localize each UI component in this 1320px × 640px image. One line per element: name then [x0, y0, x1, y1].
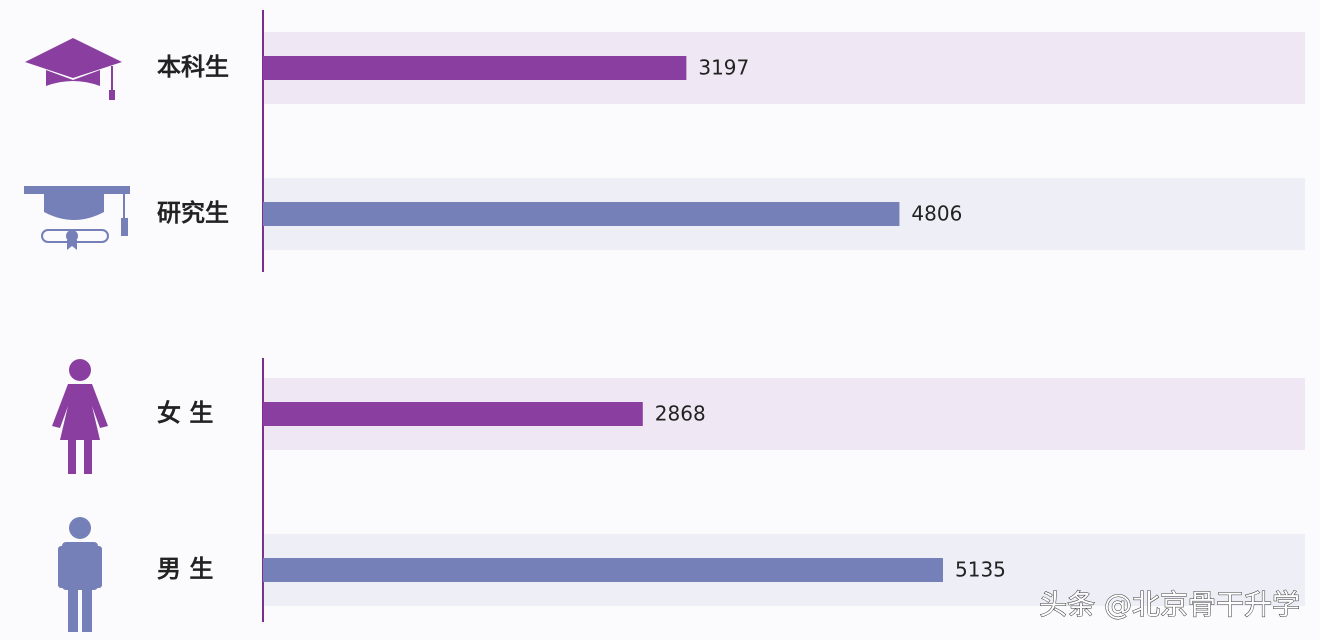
- value-label: 2868: [655, 402, 706, 426]
- value-label: 3197: [698, 56, 749, 80]
- category-label: 男 生: [157, 555, 213, 583]
- value-label: 5135: [955, 558, 1006, 582]
- bar: [263, 558, 943, 582]
- bar: [263, 202, 900, 226]
- value-label: 4806: [911, 202, 962, 226]
- bar: [263, 56, 687, 80]
- category-label: 女 生: [157, 399, 213, 427]
- master-cap-icon: [24, 186, 130, 250]
- category-label: 本科生: [157, 53, 229, 81]
- female-icon: [52, 359, 108, 474]
- watermark: 头条 @北京骨干升学: [1039, 588, 1300, 621]
- category-label: 研究生: [157, 199, 229, 227]
- bachelor-cap-icon: [25, 38, 122, 100]
- male-icon: [58, 517, 102, 632]
- bar: [263, 402, 643, 426]
